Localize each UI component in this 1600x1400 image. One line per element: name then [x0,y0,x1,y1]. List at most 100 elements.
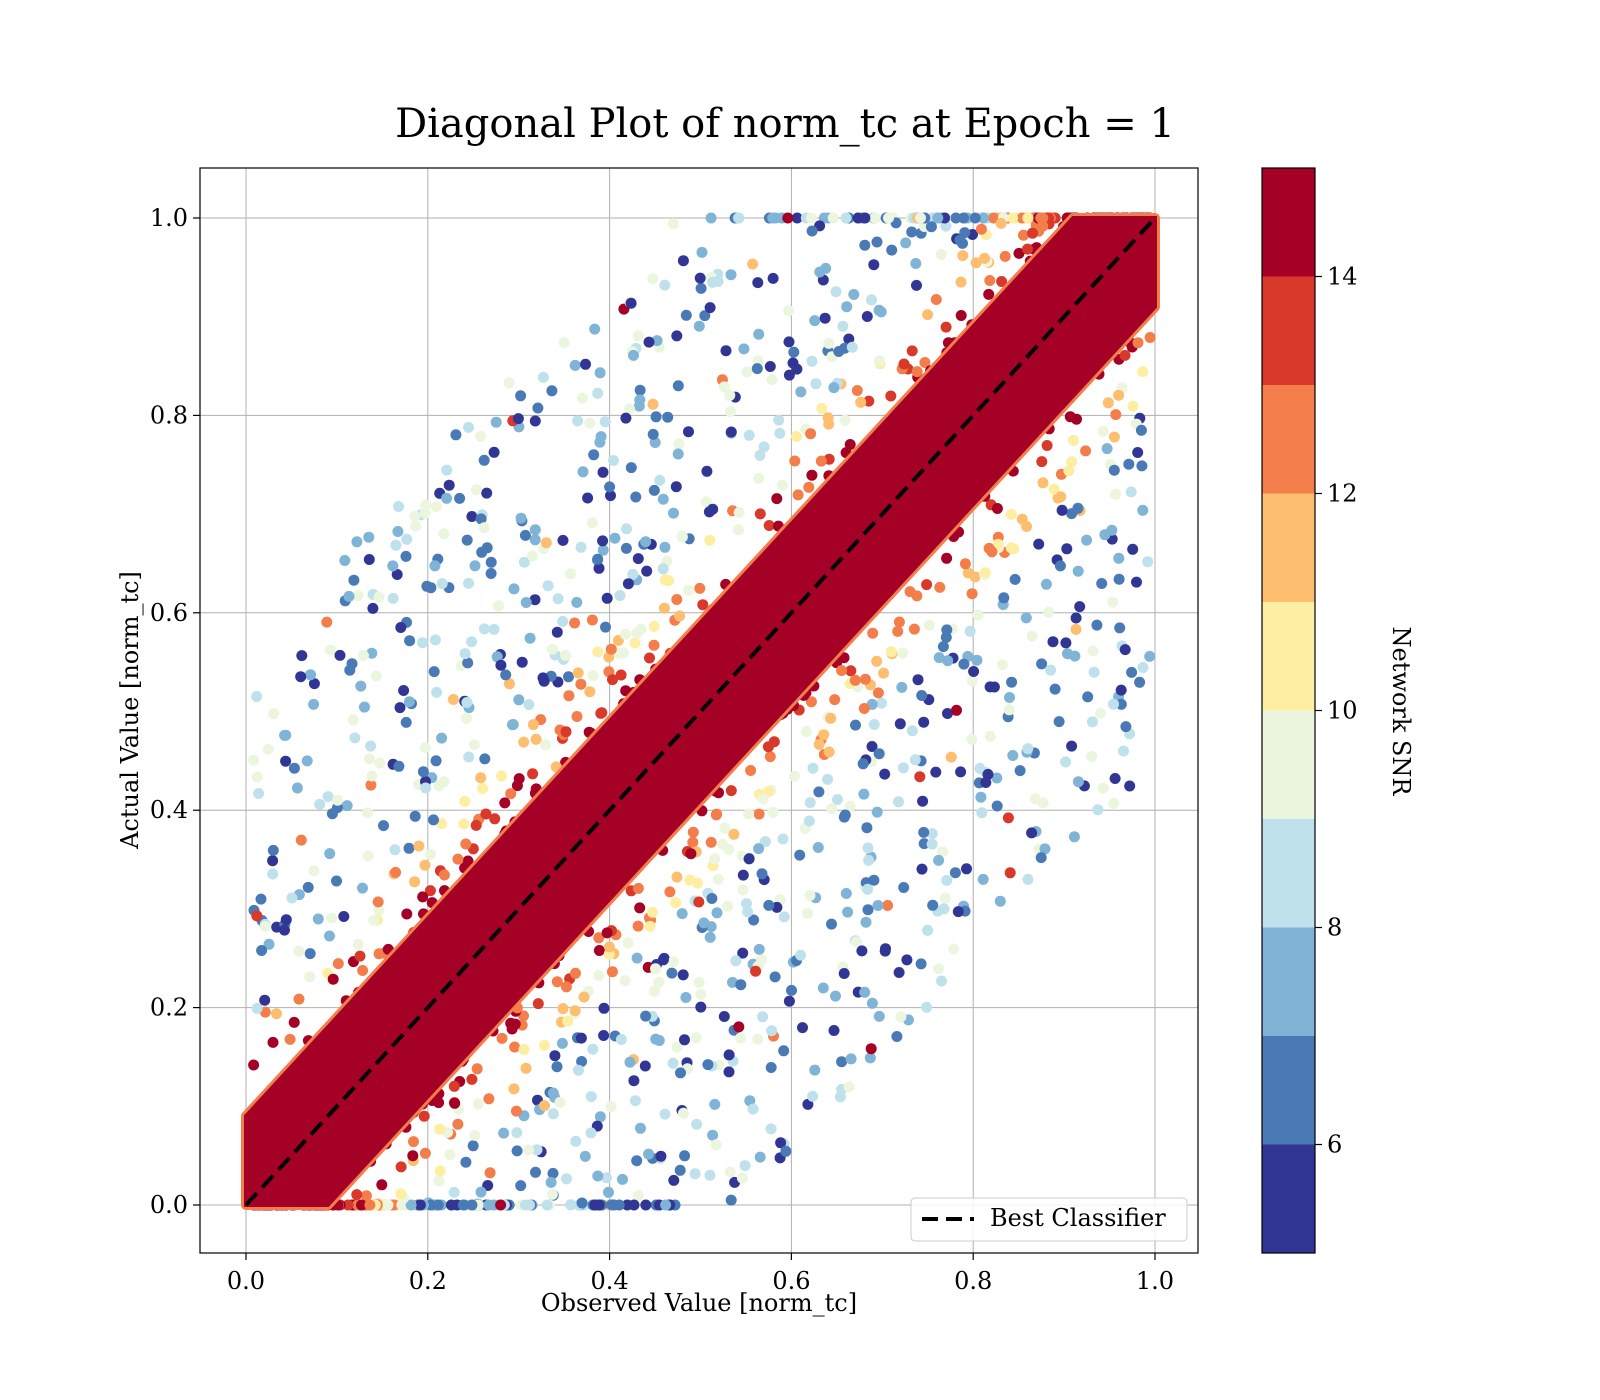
scatter-point [420,782,432,794]
scatter-point [735,1032,747,1044]
scatter-point [1113,552,1125,564]
scatter-point [858,703,870,714]
scatter-point [305,669,316,681]
scatter-point [430,755,442,767]
scatter-point [592,387,604,399]
scatter-point [668,507,679,519]
scatter-point [421,580,433,592]
scatter-point [366,770,378,782]
scatter-point [685,848,697,860]
scatter-point [842,906,854,918]
scatter-point [400,716,412,728]
scatter-point [404,635,416,647]
scatter-point [940,631,952,643]
scatter-point [327,973,339,985]
scatter-point [348,574,360,586]
scatter-point [838,968,850,979]
scatter-point [556,1037,568,1049]
scatter-point [410,520,422,532]
scatter-point [1134,676,1146,688]
scatter-point [570,1135,582,1147]
scatter-point [448,1186,460,1198]
scatter-point [1080,445,1092,457]
scatter-point [803,481,815,493]
scatter-point [733,1021,745,1033]
scatter-point [408,1136,419,1148]
scatter-point [771,493,783,505]
scatter-point [598,1002,610,1014]
scatter-point [308,698,320,710]
scatter-point [395,622,407,633]
scatter-point [438,869,450,881]
scatter-point [609,532,621,544]
x-tick-label: 0.6 [772,1267,810,1295]
scatter-point [428,666,440,678]
scatter-point [259,920,271,932]
scatter-point [436,732,448,744]
scatter-point [428,814,439,826]
scatter-point [1127,400,1139,412]
scatter-point [724,389,736,401]
scatter-point [671,330,683,342]
scatter-point [971,654,983,666]
scatter-point [575,1032,587,1044]
scatter-point [777,833,789,845]
scatter-point [468,739,480,751]
scatter-point [871,236,883,248]
scatter-point [868,719,880,730]
scatter-point [580,358,591,370]
scatter-point [364,1199,376,1211]
scatter-point [1113,573,1125,585]
scatter-point [825,712,837,724]
scatter-point [354,950,366,962]
scatter-point [959,558,971,570]
scatter-point [653,976,665,988]
scatter-point [933,854,945,866]
scatter-point [481,542,493,554]
scatter-point [532,998,544,1010]
scatter-point [549,1050,561,1062]
scatter-point [387,592,399,604]
scatter-point [295,834,307,846]
scatter-point [267,844,279,856]
colorbar: 6 8 10 12 14 [1261,167,1358,1254]
scatter-point [355,680,367,692]
scatter-point [407,1150,419,1162]
y-axis-label: Actual Value [norm_tc] [116,571,144,850]
scatter-point [429,634,441,646]
scatter-point [936,975,947,987]
scatter-point [735,979,747,991]
scatter-point [999,250,1011,262]
scatter-point [529,415,541,427]
scatter-point [764,751,776,763]
scatter-point [643,1148,655,1160]
scatter-point [891,1031,903,1042]
scatter-point [640,1010,652,1022]
scatter-point [357,965,369,976]
scatter-point [495,659,507,671]
scatter-point [460,838,472,850]
scatter-point [357,882,368,894]
scatter-point [1118,745,1129,757]
scatter-point [702,1059,714,1071]
scatter-point [1004,867,1016,879]
scatter-point [622,937,634,949]
colorbar-segment [1262,168,1315,277]
scatter-point [893,967,905,978]
scatter-point [569,359,581,371]
scatter-point [593,945,605,956]
scatter-point [657,954,669,966]
scatter-point [1097,782,1109,794]
scatter-point [1008,543,1020,555]
scatter-point [547,1087,559,1099]
scatter-point [1045,664,1057,676]
scatter-point [754,449,766,461]
scatter-point [991,772,1003,784]
scatter-point [788,346,800,358]
scatter-point [640,536,652,548]
scatter-point [677,969,689,981]
scatter-point [725,426,737,438]
scatter-point [1092,804,1104,816]
scatter-point [367,602,379,614]
scatter-point [587,1043,599,1055]
